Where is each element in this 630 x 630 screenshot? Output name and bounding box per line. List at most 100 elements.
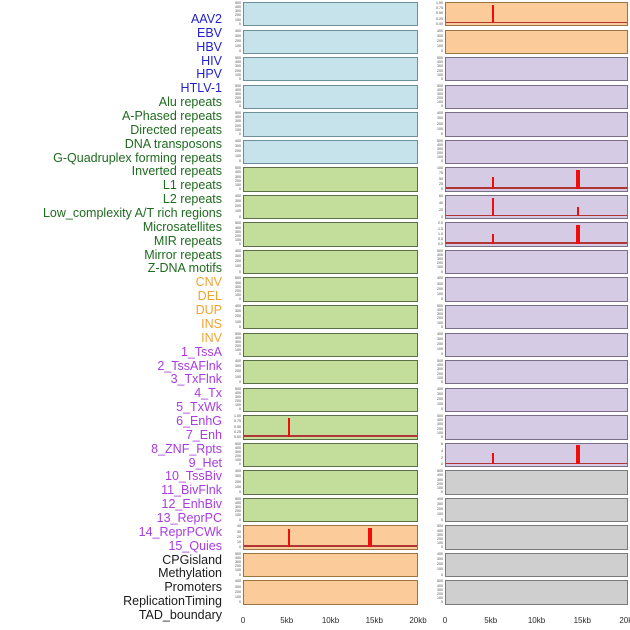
track-panel[interactable] — [243, 387, 418, 412]
y-axis-ticks: 400 300 200 100 0 — [430, 552, 444, 577]
data-spike[interactable] — [576, 225, 580, 244]
track-panel[interactable] — [445, 415, 628, 440]
y-axis-tick-label: 100 — [235, 458, 241, 463]
track-label: INV — [201, 330, 222, 345]
data-spike[interactable] — [576, 169, 580, 189]
track-label: HBV — [196, 39, 222, 54]
data-spike[interactable] — [491, 197, 495, 217]
track-panel[interactable] — [243, 552, 418, 578]
y-axis-tick-label: 1.0 — [438, 231, 443, 236]
y-axis-tick-label: 300 — [437, 33, 443, 38]
track-panel[interactable] — [243, 305, 418, 330]
y-axis-ticks: 500 400 300 200 100 0 — [430, 580, 444, 604]
y-axis-ticks: 500 400 300 200 100 0 — [228, 277, 242, 301]
y-axis-tick-label: 500 — [235, 496, 241, 501]
y-axis-tick-label: 300 — [235, 119, 241, 124]
y-axis-tick-label: 300 — [437, 367, 443, 372]
track-panel[interactable] — [243, 332, 418, 357]
track-panel[interactable] — [243, 112, 418, 137]
track-panel[interactable] — [243, 497, 418, 523]
track-panel[interactable] — [445, 139, 628, 165]
y-axis-tick-label: 200 — [437, 121, 443, 126]
y-axis-tick-label: 200 — [437, 68, 443, 73]
track-panel[interactable] — [445, 580, 628, 605]
track-panel[interactable] — [445, 525, 628, 550]
track-panel[interactable] — [445, 360, 628, 385]
y-axis-tick-label: 400 — [235, 248, 241, 253]
track-panel[interactable] — [243, 249, 418, 275]
track-panel[interactable] — [243, 139, 418, 165]
data-spike[interactable] — [491, 176, 495, 189]
y-axis-tick-label: 500 — [235, 1, 241, 5]
y-axis-tick-label: 100 — [235, 595, 241, 600]
y-axis-tick-label: 300 — [235, 9, 241, 14]
track-panel[interactable] — [445, 249, 628, 275]
track-panel[interactable] — [243, 84, 418, 109]
data-spike[interactable] — [287, 418, 291, 437]
track-panel[interactable] — [243, 2, 418, 27]
track-label: Microsatellites — [142, 219, 222, 234]
track-panel[interactable] — [243, 57, 418, 82]
data-spike[interactable] — [368, 528, 373, 547]
y-axis-tick-label: 2.0 — [438, 221, 443, 226]
data-spike[interactable] — [576, 206, 580, 217]
track-label: Inverted repeats — [131, 164, 222, 179]
track-panel[interactable] — [243, 277, 418, 302]
track-panel[interactable] — [243, 442, 418, 468]
data-spike[interactable] — [491, 453, 495, 465]
data-spike[interactable] — [287, 528, 291, 547]
y-axis-tick-label: 500 — [437, 524, 443, 529]
track-panel[interactable] — [445, 497, 628, 523]
y-axis-ticks: 500 400 300 200 100 0 — [228, 112, 242, 136]
track-panel[interactable] — [445, 194, 628, 220]
y-axis-ticks: 500 400 300 200 100 0 — [228, 1, 242, 26]
y-axis-tick-label: 100 — [437, 126, 443, 131]
track-label: DNA transposons — [124, 136, 222, 151]
y-axis-tick-label: 300 — [235, 505, 241, 510]
y-axis-tick-label: 75 — [439, 171, 443, 176]
track-panel[interactable] — [243, 470, 418, 495]
track-panel[interactable] — [243, 580, 418, 605]
track-panel[interactable] — [445, 332, 628, 357]
y-axis-tick-label: 0 — [441, 462, 443, 467]
track-label: 8_ZNF_Rpts — [151, 441, 222, 456]
track-panel[interactable] — [445, 387, 628, 412]
y-axis-tick-label: 400 — [437, 583, 443, 588]
track-panel[interactable] — [445, 277, 628, 302]
track-panel[interactable] — [445, 305, 628, 330]
y-axis-tick-label: 25 — [439, 181, 443, 186]
track-panel[interactable] — [445, 442, 628, 468]
data-spike[interactable] — [576, 445, 580, 465]
track-panel[interactable] — [445, 29, 628, 54]
data-spike[interactable] — [491, 233, 495, 244]
y-axis-tick-label: 200 — [437, 507, 443, 512]
track-panel[interactable] — [243, 194, 418, 220]
track-panel[interactable] — [445, 2, 628, 27]
track-panel[interactable] — [445, 552, 628, 578]
track-panel[interactable] — [445, 167, 628, 192]
plot-track: 400 300 200 100 0 — [430, 387, 628, 412]
track-panel[interactable] — [445, 84, 628, 109]
data-spike[interactable] — [491, 4, 495, 24]
track-panel[interactable] — [243, 222, 418, 247]
track-panel[interactable] — [243, 29, 418, 54]
y-axis-tick-label: 0.25 — [436, 16, 443, 21]
track-panel[interactable] — [445, 112, 628, 137]
track-panel[interactable] — [445, 57, 628, 82]
track-panel[interactable] — [243, 360, 418, 385]
track-panel[interactable] — [445, 222, 628, 247]
y-axis-tick-label: 100 — [235, 127, 241, 132]
y-axis-ticks: 500 400 300 200 100 0 — [228, 167, 242, 191]
y-axis-tick-label: 400 — [235, 445, 241, 450]
y-axis-ticks: 1.00 0.75 0.50 0.25 0.00 — [228, 415, 242, 439]
y-axis-tick-label: 0.5 — [438, 236, 443, 241]
y-axis-tick-label: 400 — [437, 276, 443, 281]
track-panel[interactable] — [243, 415, 418, 440]
track-panel[interactable] — [243, 525, 418, 550]
track-panel[interactable] — [243, 167, 418, 192]
y-axis-tick-label: 300 — [235, 174, 241, 179]
y-axis-tick-label: 100 — [437, 292, 443, 297]
plot-track: 500 400 300 200 100 0 — [430, 84, 628, 109]
track-panel[interactable] — [445, 470, 628, 495]
y-axis-tick-label: 60 — [439, 193, 443, 198]
